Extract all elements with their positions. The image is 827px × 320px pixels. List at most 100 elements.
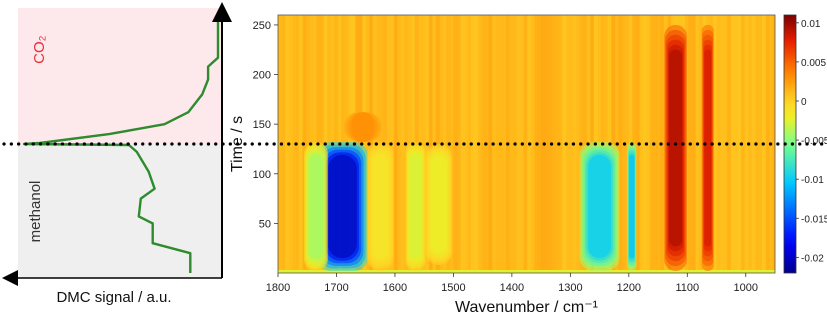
wavenumber-tick-label: 1300 (558, 282, 582, 294)
heatmap-streak (299, 15, 304, 273)
heatmap-panel: 1800 1700 1600 1500 1400 1300 1200 1100 1000 50 1… (229, 14, 776, 316)
heatmap-band-2 (372, 154, 388, 259)
methanol-region (18, 144, 222, 278)
heatmap-streak (737, 15, 742, 273)
heatmap-streak (288, 15, 293, 273)
colorbar-ticks: 0.01 0.005 0 -0.005 -0.01 -0.015 -0.02 (796, 19, 827, 264)
heatmap-band-4 (588, 154, 611, 259)
time-tick-label: 250 (253, 20, 271, 32)
heatmap-streak (474, 15, 479, 273)
wavenumber-axis-title: Wavenumber / cm⁻¹ (455, 299, 598, 316)
co2-region (18, 8, 222, 144)
heatmap-streak (285, 15, 290, 273)
heatmap-streak (569, 15, 574, 273)
heatmap-band-9 (431, 156, 447, 253)
heatmap-frame (277, 14, 776, 274)
heatmap-streak (488, 15, 493, 273)
heatmap-streak (758, 15, 763, 273)
heatmap-streak (741, 15, 746, 273)
colorbar-tick-label: 0.005 (801, 58, 826, 69)
heatmap-streak (435, 15, 440, 273)
heatmap-streak (502, 15, 507, 273)
heatmap-bands (303, 24, 714, 272)
wavenumber-tick-label: 1600 (383, 282, 407, 294)
heatmap-streak (691, 15, 696, 273)
colorbar-tick-label: -0.015 (801, 214, 827, 225)
heatmap-streak (646, 15, 651, 273)
methanol-label: methanol (27, 181, 44, 243)
time-tick-label: 100 (253, 169, 271, 181)
heatmap-streak (449, 15, 454, 273)
heatmap-band-8 (352, 112, 374, 143)
wavenumber-tick-label: 1700 (324, 282, 348, 294)
heatmap-streak (744, 15, 749, 273)
colorbar-tick-label: 0 (801, 97, 807, 108)
heatmap-streak (734, 15, 739, 273)
heatmap-streak (400, 15, 405, 273)
heatmap-streak (618, 15, 623, 273)
heatmap-streak (463, 15, 468, 273)
colorbar-tick-label: -0.005 (801, 136, 827, 147)
heatmap-streak (656, 15, 661, 273)
time-ticks: 50 100 150 200 250 (253, 20, 278, 230)
heatmap-streak (523, 15, 528, 273)
heatmap-streak (281, 15, 286, 273)
heatmap-streak (551, 15, 556, 273)
colorbar-tick-label: -0.02 (801, 253, 824, 264)
heatmap-band-3 (409, 154, 422, 259)
time-tick-label: 150 (253, 119, 271, 131)
heatmap-streak (292, 15, 297, 273)
heatmap-streak (583, 15, 588, 273)
heatmap-streak (713, 15, 718, 273)
wavenumber-tick-label: 1000 (734, 282, 758, 294)
heatmap-streak (649, 15, 654, 273)
dmc-signal-axis-title: DMC signal / a.u. (56, 289, 171, 306)
colorbar-tick-label: -0.01 (801, 175, 824, 186)
heatmap-streak (530, 15, 535, 273)
wavenumber-tick-label: 1500 (441, 282, 465, 294)
heatmap-band-0 (327, 154, 357, 259)
heatmap-streak (467, 15, 472, 273)
heatmap-streak (470, 15, 475, 273)
heatmap-baseline-strip (278, 270, 775, 273)
wavenumber-ticks: 1800 1700 1600 1500 1400 1300 1200 1100 1000 (266, 273, 758, 294)
heatmap-streak (555, 15, 560, 273)
time-tick-label: 200 (253, 70, 271, 82)
heatmap-streak (639, 15, 644, 273)
heatmap-streak (562, 15, 567, 273)
heatmap-streak (516, 15, 521, 273)
wavenumber-tick-label: 1100 (675, 282, 699, 294)
colorbar-tick-label: 0.01 (801, 19, 821, 30)
wavenumber-tick-label: 1800 (266, 282, 290, 294)
heatmap-band-5 (629, 154, 635, 259)
heatmap-streak (720, 15, 725, 273)
heatmap-band-7 (704, 49, 712, 247)
heatmap-streak (772, 15, 775, 273)
heatmap-streak (456, 15, 461, 273)
heatmap-streak (428, 15, 433, 273)
heatmap-streak (421, 15, 426, 273)
wavenumber-tick-label: 1200 (617, 282, 641, 294)
heatmap-streak (611, 15, 616, 273)
heatmap-streak (765, 15, 770, 273)
heatmap-band-6 (669, 49, 683, 247)
heatmap-streak (369, 15, 374, 273)
time-tick-label: 50 (259, 218, 271, 230)
heatmap-streak (442, 15, 447, 273)
heatmap-streak (386, 15, 391, 273)
heatmap-streak (393, 15, 398, 273)
heatmap-streak (625, 15, 630, 273)
dmc-profile-panel: CO₂ methanol DMC signal / a.u. (2, 2, 232, 306)
heatmap-streak (509, 15, 514, 273)
heatmap-streak (751, 15, 756, 273)
heatmap-streak (727, 15, 732, 273)
heatmap-streak (481, 15, 486, 273)
heatmap-streak (558, 15, 563, 273)
heatmap-streak (698, 15, 703, 273)
heatmap-streak (495, 15, 500, 273)
heatmap-streak (362, 15, 367, 273)
heatmap-streak (576, 15, 581, 273)
heatmap-streak (537, 15, 542, 273)
heatmap-streak (544, 15, 549, 273)
